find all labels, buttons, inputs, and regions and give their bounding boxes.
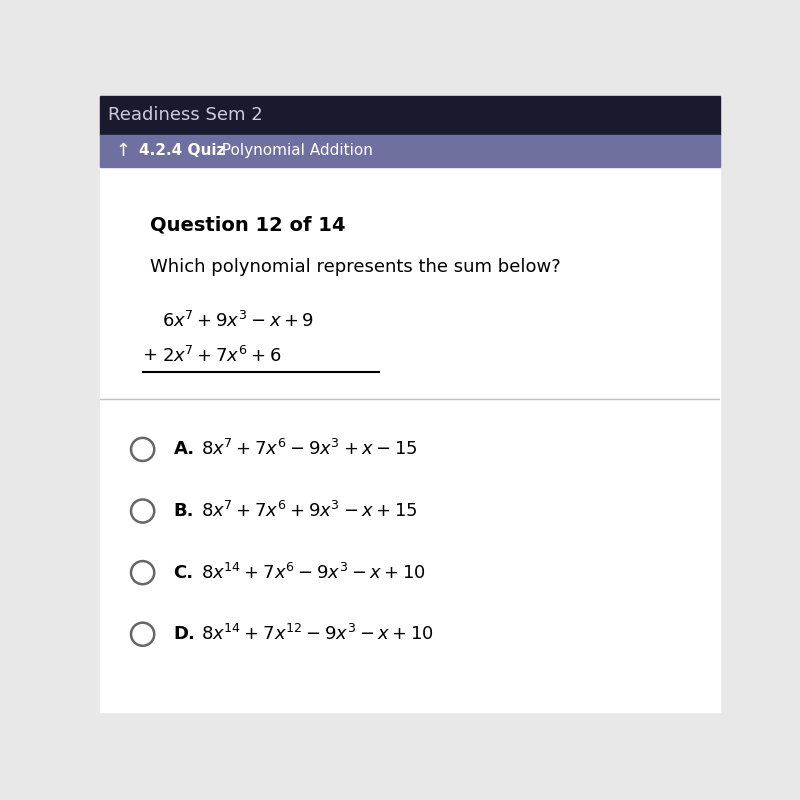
Text: B.: B. xyxy=(174,502,194,520)
Text: $8x^7 + 7x^6 + 9x^3 - x+ 15$: $8x^7 + 7x^6 + 9x^3 - x+ 15$ xyxy=(201,501,418,521)
Text: +: + xyxy=(142,346,158,365)
Text: $8x^7 + 7x^6 - 9x^3 + x- 15$: $8x^7 + 7x^6 - 9x^3 + x- 15$ xyxy=(201,439,418,459)
Text: Which polynomial represents the sum below?: Which polynomial represents the sum belo… xyxy=(150,258,561,276)
Text: Question 12 of 14: Question 12 of 14 xyxy=(150,215,346,234)
Bar xyxy=(100,167,720,712)
Text: $8x^{14} + 7x^6 - 9x^3 - x+ 10$: $8x^{14} + 7x^6 - 9x^3 - x+ 10$ xyxy=(201,562,426,582)
Text: D.: D. xyxy=(174,626,195,643)
Text: Readiness Sem 2: Readiness Sem 2 xyxy=(108,106,262,124)
Text: Polynomial Addition: Polynomial Addition xyxy=(212,143,374,158)
Text: $8x^{14} + 7x^{12} - 9x^3 - x+ 10$: $8x^{14} + 7x^{12} - 9x^3 - x+ 10$ xyxy=(201,624,434,644)
Text: $2x^7 +7x^6 +6$: $2x^7 +7x^6 +6$ xyxy=(162,346,282,366)
Text: ↑: ↑ xyxy=(116,142,131,160)
Bar xyxy=(100,134,720,167)
Text: $6x^7 +9x^3 - x+9$: $6x^7 +9x^3 - x+9$ xyxy=(162,310,314,331)
Text: A.: A. xyxy=(174,441,194,458)
Text: 4.2.4 Quiz: 4.2.4 Quiz xyxy=(138,143,225,158)
Bar xyxy=(100,96,720,134)
Text: C.: C. xyxy=(174,564,194,582)
